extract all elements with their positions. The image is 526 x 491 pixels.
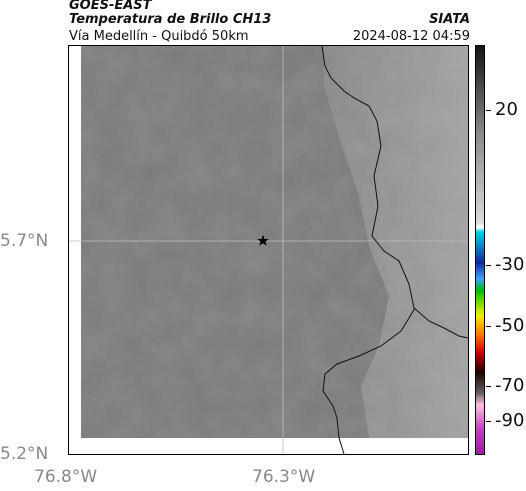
lat-tick-label: 5.7°N [0, 231, 49, 251]
colorbar [475, 45, 485, 455]
colorbar-label: -50 [495, 315, 525, 336]
map-canvas [69, 46, 468, 454]
admin-border-line-south [322, 307, 416, 454]
satellite-title: GOES-EAST [69, 0, 152, 13]
colorbar-tick [486, 110, 491, 111]
imagery-texture [81, 46, 468, 438]
colorbar-label: 20 [495, 99, 518, 120]
lon-tick-label: 76.8°W [34, 467, 98, 487]
route-subtitle: Vía Medellín - Quibdó 50km [69, 29, 249, 44]
timestamp-label: 2024-08-12 04:59 [352, 29, 470, 44]
colorbar-tick [486, 265, 491, 266]
colorbar-label: -30 [495, 254, 525, 275]
map-panel[interactable] [68, 45, 469, 455]
colorbar-label: -90 [495, 410, 525, 431]
product-title: Temperatura de Brillo CH13 [69, 12, 272, 27]
colorbar-tick [486, 421, 491, 422]
star-icon [257, 235, 269, 246]
brand-label: SIATA [429, 12, 470, 27]
colorbar-label: -70 [495, 375, 525, 396]
colorbar-tick [486, 326, 491, 327]
admin-border-line [321, 46, 468, 339]
colorbar-tick [486, 386, 491, 387]
lon-tick-label: 76.3°W [252, 467, 316, 487]
lat-tick-label: 5.2°N [0, 444, 49, 464]
